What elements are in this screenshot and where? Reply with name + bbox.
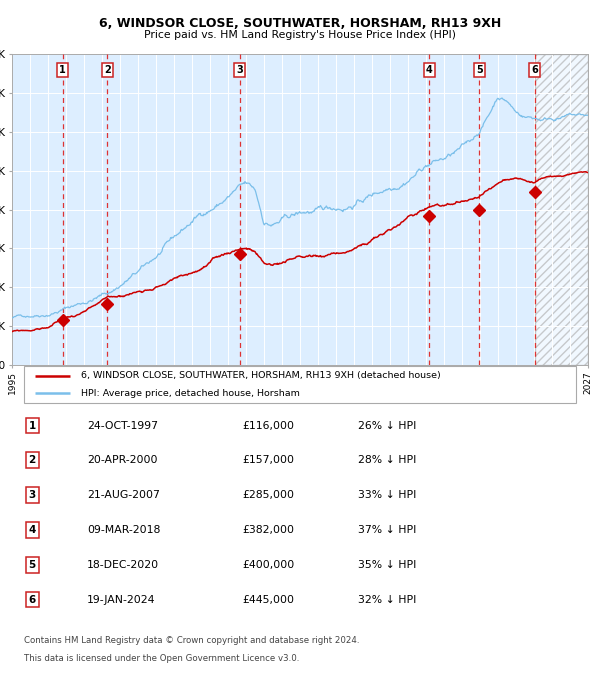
Text: 2: 2	[104, 65, 111, 75]
Text: 37% ↓ HPI: 37% ↓ HPI	[358, 525, 416, 535]
Text: £116,000: £116,000	[242, 420, 295, 430]
Text: 09-MAR-2018: 09-MAR-2018	[87, 525, 160, 535]
Text: 24-OCT-1997: 24-OCT-1997	[87, 420, 158, 430]
Text: 6, WINDSOR CLOSE, SOUTHWATER, HORSHAM, RH13 9XH (detached house): 6, WINDSOR CLOSE, SOUTHWATER, HORSHAM, R…	[81, 371, 441, 380]
Text: Price paid vs. HM Land Registry's House Price Index (HPI): Price paid vs. HM Land Registry's House …	[144, 30, 456, 40]
Text: £285,000: £285,000	[242, 490, 295, 500]
Text: 1: 1	[29, 420, 36, 430]
Text: 26% ↓ HPI: 26% ↓ HPI	[358, 420, 416, 430]
Text: 5: 5	[476, 65, 482, 75]
Text: £400,000: £400,000	[242, 560, 295, 570]
Text: 3: 3	[236, 65, 243, 75]
Text: 1: 1	[59, 65, 66, 75]
Text: 28% ↓ HPI: 28% ↓ HPI	[358, 456, 416, 465]
Text: This data is licensed under the Open Government Licence v3.0.: This data is licensed under the Open Gov…	[23, 654, 299, 663]
Text: £445,000: £445,000	[242, 594, 295, 605]
Text: £382,000: £382,000	[242, 525, 295, 535]
Text: HPI: Average price, detached house, Horsham: HPI: Average price, detached house, Hors…	[81, 389, 300, 398]
Text: 3: 3	[29, 490, 36, 500]
Text: 4: 4	[426, 65, 433, 75]
Text: 32% ↓ HPI: 32% ↓ HPI	[358, 594, 416, 605]
Text: 6, WINDSOR CLOSE, SOUTHWATER, HORSHAM, RH13 9XH: 6, WINDSOR CLOSE, SOUTHWATER, HORSHAM, R…	[99, 17, 501, 30]
Text: 2: 2	[29, 456, 36, 465]
Text: 5: 5	[29, 560, 36, 570]
Text: 19-JAN-2024: 19-JAN-2024	[87, 594, 155, 605]
Text: 20-APR-2000: 20-APR-2000	[87, 456, 157, 465]
Text: 6: 6	[29, 594, 36, 605]
Text: Contains HM Land Registry data © Crown copyright and database right 2024.: Contains HM Land Registry data © Crown c…	[23, 636, 359, 645]
Text: 35% ↓ HPI: 35% ↓ HPI	[358, 560, 416, 570]
Text: 6: 6	[532, 65, 538, 75]
Text: 4: 4	[28, 525, 36, 535]
Bar	[535, 54, 588, 364]
Text: £157,000: £157,000	[242, 456, 295, 465]
Text: 33% ↓ HPI: 33% ↓ HPI	[358, 490, 416, 500]
FancyBboxPatch shape	[23, 367, 577, 403]
Text: 18-DEC-2020: 18-DEC-2020	[87, 560, 159, 570]
Text: 21-AUG-2007: 21-AUG-2007	[87, 490, 160, 500]
